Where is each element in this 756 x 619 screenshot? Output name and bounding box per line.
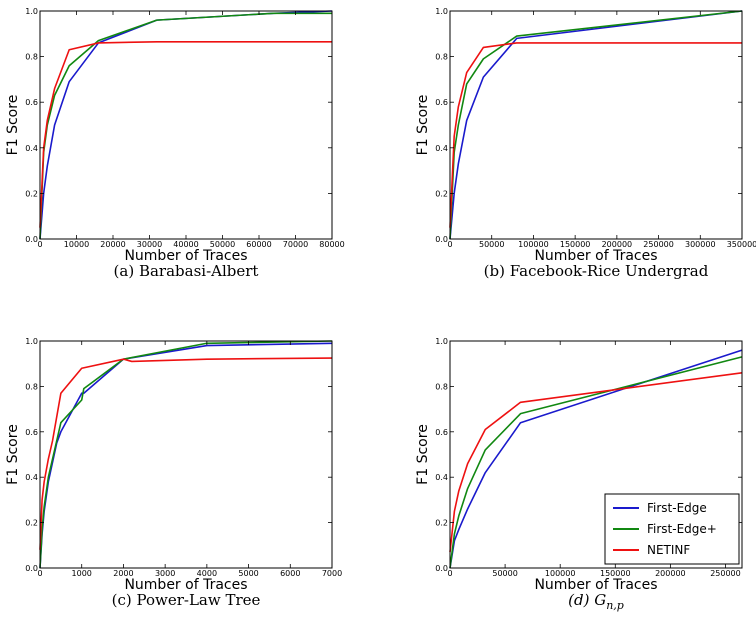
panel-caption: (b) Facebook-Rice Undergrad [484,262,709,280]
x-tick-label: 250000 [710,569,741,578]
x-tick-label: 300000 [685,240,716,249]
x-tick-label: 150000 [600,569,631,578]
series-line-first-edge-plus [39,340,333,569]
x-tick-label: 10000 [64,240,89,249]
plot-frame [449,10,743,240]
series-line-first-edge [449,10,743,240]
y-tick-label: 0.6 [25,428,38,437]
x-tick-label: 80000 [319,240,344,249]
y-tick-label: 0.6 [435,428,448,437]
x-tick-label: 250000 [643,240,674,249]
y-tick-label: 0.2 [435,189,448,198]
x-tick-label: 200000 [655,569,686,578]
y-tick-label: 1.0 [435,7,448,16]
x-tick-label: 0 [447,240,452,249]
series-line-first-edge [39,342,333,569]
series-line-first-edge [449,349,743,569]
plot-frame [39,10,333,240]
legend: First-Edge First-Edge+ NETINF [604,493,740,565]
x-tick-label: 7000 [322,569,342,578]
series-line-netinf [449,42,742,228]
y-tick-label: 0.4 [25,473,38,482]
x-tick-label: 50000 [492,569,517,578]
y-tick-label: 0.8 [25,382,38,391]
legend-entry: First-Edge+ [647,522,717,536]
panel-caption: (c) Power-Law Tree [112,591,261,609]
series-line-first-edge [39,10,333,240]
x-tick-label: 50000 [210,240,235,249]
chart-panel-3: 0 1000 2000 3000 4000 5000 6000 7000 0.0 0.2 0.4 0.… [5,337,342,609]
x-tick-label: 1000 [72,569,92,578]
x-tick-label: 350000 [727,240,756,249]
y-tick-label: 1.0 [25,7,38,16]
chart-panel-2: 0 50000 100000 150000 200000 250000 300000 3500… [415,7,756,280]
x-tick-label: 100000 [545,569,576,578]
x-tick-label: 150000 [560,240,591,249]
y-tick-label: 0.8 [435,382,448,391]
x-axis-label: Number of Traces [124,248,247,264]
y-tick-label: 0.2 [25,519,38,528]
legend-entry: First-Edge [647,501,707,515]
panel-caption: (a) Barabasi-Albert [114,262,259,280]
x-tick-label: 100000 [518,240,549,249]
series-line-first-edge-plus [449,10,743,240]
x-axis-label: Number of Traces [534,577,657,593]
y-tick-label: 1.0 [25,337,38,346]
x-tick-label: 6000 [280,569,300,578]
y-tick-label: 0.8 [25,53,38,62]
x-tick-label: 2000 [113,569,133,578]
y-tick-label: 0.2 [25,189,38,198]
x-tick-label: 3000 [155,569,175,578]
x-axis-label: Number of Traces [124,577,247,593]
y-tick-label: 0.0 [25,235,38,244]
y-tick-label: 0.4 [25,144,38,153]
y-tick-label: 0.8 [435,53,448,62]
x-tick-label: 4000 [197,569,217,578]
series-line-netinf [39,357,333,550]
chart-panel-4: 0 50000 100000 150000 200000 250000 0.0 0.2 0.4 0… [415,337,743,612]
x-tick-label: 0 [37,240,42,249]
panel-caption: (d) Gn,p [568,591,624,612]
y-axis-label: F1 Score [415,95,431,156]
series-line-netinf [449,371,743,553]
x-tick-label: 0 [37,569,42,578]
series-line-netinf [39,40,332,228]
plot-frame [39,340,333,569]
series-line-first-edge-plus [449,356,743,569]
plot-frame [449,340,743,569]
y-tick-label: 0.0 [435,564,448,573]
y-tick-label: 0.2 [435,519,448,528]
x-tick-label: 200000 [602,240,633,249]
x-tick-label: 60000 [246,240,271,249]
y-tick-label: 0.4 [435,144,448,153]
chart-panel-1: 0 10000 20000 30000 40000 50000 60000 70000 8000… [5,7,345,280]
y-tick-label: 0.0 [435,235,448,244]
legend-entry: NETINF [647,543,690,557]
y-tick-label: 0.6 [435,98,448,107]
x-tick-label: 0 [447,569,452,578]
y-tick-label: 0.6 [25,98,38,107]
y-tick-label: 1.0 [435,337,448,346]
x-tick-label: 50000 [479,240,504,249]
y-axis-label: F1 Score [5,95,21,156]
y-tick-label: 0.0 [25,564,38,573]
x-tick-label: 5000 [238,569,258,578]
y-tick-label: 0.4 [435,473,448,482]
x-tick-label: 20000 [100,240,125,249]
x-tick-label: 40000 [173,240,198,249]
y-axis-label: F1 Score [5,424,21,485]
y-axis-label: F1 Score [415,424,431,485]
x-tick-label: 70000 [283,240,308,249]
x-tick-label: 30000 [137,240,162,249]
x-axis-label: Number of Traces [534,248,657,264]
